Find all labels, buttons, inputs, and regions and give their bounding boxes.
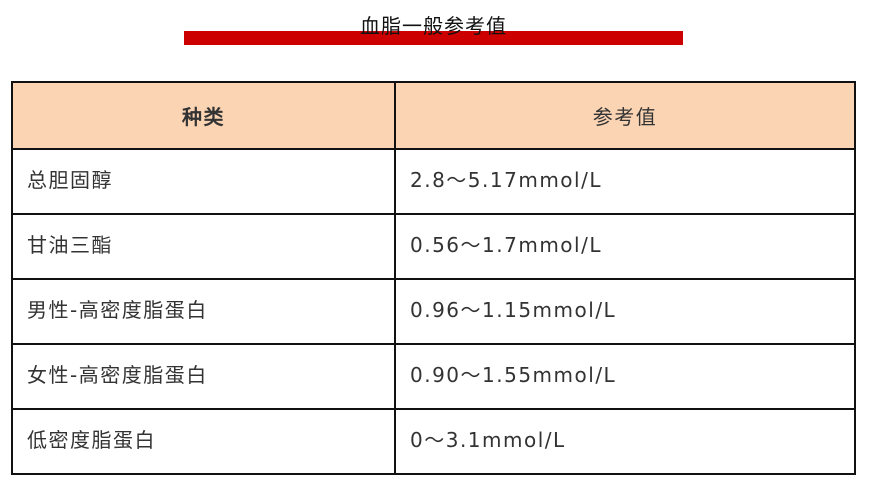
cell-type: 男性-高密度脂蛋白 <box>11 278 396 345</box>
cell-type: 低密度脂蛋白 <box>11 408 396 475</box>
cell-text: 低密度脂蛋白 <box>27 428 156 452</box>
cell-text: 0～3.1mmol/L <box>410 428 566 452</box>
table-row: 男性-高密度脂蛋白 0.96～1.15mmol/L <box>11 278 856 345</box>
header-type: 种类 <box>11 81 396 150</box>
cell-type: 女性-高密度脂蛋白 <box>11 343 396 410</box>
cell-text: 0.96～1.15mmol/L <box>410 298 617 322</box>
lipid-reference-table: 种类 参考值 总胆固醇 2.8～5.17mmol/L 甘油三酯 0.56～1.7… <box>11 81 856 475</box>
cell-text: 2.8～5.17mmol/L <box>410 168 602 192</box>
table-row: 低密度脂蛋白 0～3.1mmol/L <box>11 408 856 475</box>
cell-type: 总胆固醇 <box>11 148 396 215</box>
cell-text: 女性-高密度脂蛋白 <box>27 363 208 387</box>
table-header-row: 种类 参考值 <box>11 81 856 150</box>
title-underline-bar <box>184 31 683 45</box>
cell-value: 0.90～1.55mmol/L <box>394 343 856 410</box>
cell-value: 2.8～5.17mmol/L <box>394 148 856 215</box>
cell-text: 男性-高密度脂蛋白 <box>27 298 208 322</box>
cell-text: 0.90～1.55mmol/L <box>410 363 617 387</box>
cell-text: 甘油三酯 <box>27 233 113 257</box>
table-row: 甘油三酯 0.56～1.7mmol/L <box>11 213 856 280</box>
table-row: 总胆固醇 2.8～5.17mmol/L <box>11 148 856 215</box>
cell-type: 甘油三酯 <box>11 213 396 280</box>
cell-text: 总胆固醇 <box>27 168 113 192</box>
cell-value: 0～3.1mmol/L <box>394 408 856 475</box>
table-row: 女性-高密度脂蛋白 0.90～1.55mmol/L <box>11 343 856 410</box>
cell-text: 0.56～1.7mmol/L <box>410 233 602 257</box>
cell-value: 0.56～1.7mmol/L <box>394 213 856 280</box>
cell-value: 0.96～1.15mmol/L <box>394 278 856 345</box>
page-title: 血脂一般参考值 <box>360 14 507 38</box>
header-reference-value: 参考值 <box>394 81 856 150</box>
